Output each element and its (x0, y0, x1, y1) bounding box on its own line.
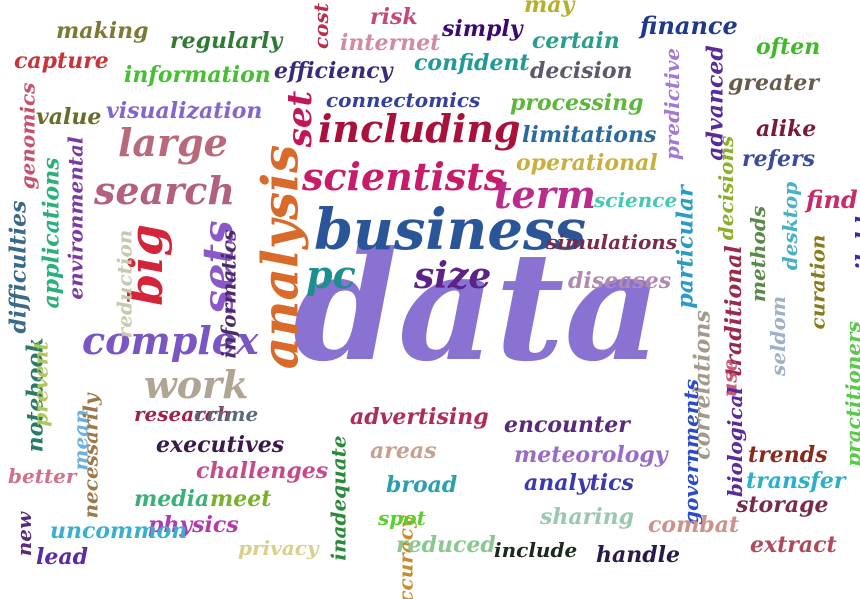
word-reduction: decisions (714, 135, 739, 241)
word-information: information (124, 62, 271, 88)
word-media: storage (736, 492, 829, 518)
word-certain: certain (532, 28, 620, 54)
word-executives: challenges (196, 458, 329, 484)
word-necessarily: simulations (546, 230, 678, 254)
word-making: making (56, 18, 149, 44)
word-large: large (118, 120, 228, 165)
word-term: term (494, 172, 596, 217)
word-governments: encounter (504, 412, 630, 438)
word-correlations: advertising (350, 404, 489, 430)
word-meteorology: inadequate (326, 435, 351, 561)
word-complex: complex (82, 318, 259, 363)
word-pc: pc (306, 252, 356, 297)
word-challenges: broad (386, 472, 458, 498)
word-uncommon: spot (378, 506, 426, 530)
word-diseases: governments (678, 379, 703, 525)
word-processing: processing (510, 90, 644, 116)
word-science: science (594, 188, 678, 212)
word-difficulties: difficulties (5, 200, 32, 334)
word-data: data (293, 219, 662, 395)
word-refers: refers (742, 146, 816, 172)
word-may: may (524, 0, 575, 18)
word-seldom: practitioners (840, 321, 860, 467)
word-extract: privacy (238, 536, 319, 560)
word-use: research (134, 402, 232, 426)
word-analysis: analysis (250, 144, 310, 370)
word-internet: internet (340, 30, 441, 56)
word-environmental: environmental (63, 136, 88, 300)
word-prevent: desktop (778, 181, 803, 271)
word-work: work (144, 362, 249, 407)
word-connectomics: connectomics (326, 88, 481, 112)
word-search: search (94, 168, 235, 213)
word-risk: risk (370, 4, 418, 30)
word-storage: physics (148, 512, 239, 538)
word-decision: decision (530, 58, 633, 84)
word-combat: uncommon (50, 518, 188, 544)
word-regularly: regularly (170, 28, 283, 54)
word-handle: lead (36, 544, 88, 570)
word-methods: curation (805, 234, 830, 330)
word-size: size (414, 255, 492, 297)
word-cost: cost (309, 2, 334, 50)
word-efficiency: efficiency (274, 58, 393, 84)
word-finance: finance (640, 11, 738, 40)
word-physics: sharing (540, 504, 634, 530)
word-better: reduction (112, 229, 137, 339)
word-predictive: predictive (660, 47, 685, 161)
word-advertising: areas (370, 438, 437, 464)
word-capture: capture (14, 48, 109, 74)
word-broad: media (134, 486, 210, 512)
word-value: value (36, 104, 102, 130)
word-confident: confident (414, 50, 530, 76)
word-new: informatics (216, 229, 241, 359)
word-research: biological (723, 386, 748, 498)
word-desktop: seldom (766, 295, 791, 377)
word-particular: traditional (720, 245, 747, 377)
word-set: set (280, 90, 321, 148)
word-accuracy: necessarily (78, 393, 103, 519)
word-limitations: limitations (522, 122, 657, 148)
word-visualization: visualization (106, 98, 263, 124)
word-practitioners: crime (194, 402, 259, 426)
word-simply: simply (442, 16, 523, 42)
word-include: handle (596, 542, 680, 568)
word-sharing: combat (648, 512, 740, 538)
word-spot: extract (750, 532, 837, 558)
word-privacy: reduced (396, 532, 496, 558)
word-trends: transfer (746, 468, 846, 494)
word-scientists: scientists (302, 154, 506, 199)
word-notebook: methods (746, 205, 771, 303)
word-decisions: diseases (568, 268, 672, 294)
word-find: find (806, 185, 858, 214)
word-often: often (756, 34, 821, 60)
word-simulations: executives (156, 432, 285, 458)
word-greater: greater (728, 70, 819, 96)
word-transfer: analytics (524, 470, 634, 496)
word-mean: available (852, 202, 860, 312)
word-operational: operational (516, 150, 658, 176)
word-alike: alike (756, 116, 817, 142)
word-traditional: prevent (28, 341, 53, 427)
word-applications: applications (38, 157, 65, 309)
word-business: business (314, 197, 587, 263)
word-genomics: genomics (15, 82, 40, 190)
word-areas: better (8, 464, 77, 488)
word-meet: new (12, 511, 37, 557)
word-including: including (318, 106, 521, 151)
word-analytics: meet (210, 486, 272, 512)
word-informatics: particular (672, 185, 699, 309)
word-encounter: meteorology (514, 442, 668, 468)
word-crime: trends (748, 442, 828, 468)
word-reduced: include (494, 538, 578, 562)
